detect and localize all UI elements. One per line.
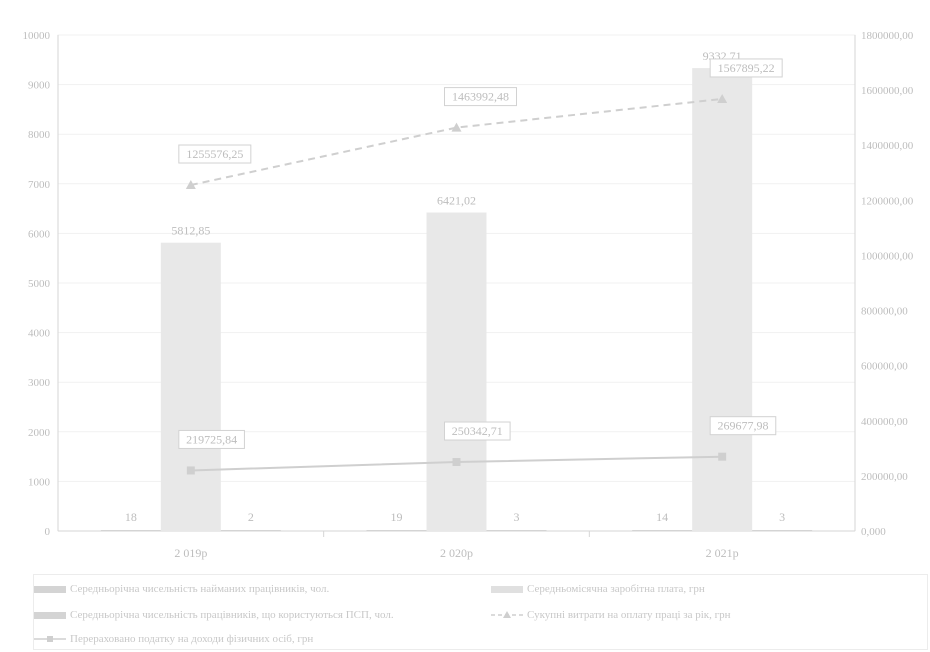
y-left-tick-label: 6000 [28,228,51,240]
bar [692,68,752,531]
bar [367,530,427,531]
y-right-tick-label: 400000,00 [861,416,908,428]
line-value-label: 1463992,48 [452,90,509,104]
line-point-triangle [452,123,462,132]
bar-value-label: 18 [125,510,137,524]
bar-value-label: 5812,85 [171,224,210,238]
bar [221,530,281,531]
x-tick-label: 2 021р [706,546,739,560]
legend-swatch-total-costs [491,610,523,620]
y-left-tick-label: 7000 [28,179,51,191]
y-right-tick-label: 0,000 [861,526,886,538]
y-left-tick-label: 9000 [28,80,51,92]
y-right-tick-label: 1800000,00 [861,30,914,42]
y-left-tick-label: 3000 [28,377,51,389]
legend-item-salary: Середньомісячна заробітна плата, грн [491,583,705,595]
legend-swatch-tax [34,634,66,644]
y-right-tick-label: 600000,00 [861,361,908,373]
legend-label-total-costs: Сукупні витрати на оплату праці за рік, … [527,609,731,621]
y-left-tick-label: 1000 [28,476,51,488]
bar [632,530,692,531]
y-right-tick-label: 800000,00 [861,306,908,318]
x-tick-label: 2 020р [440,546,473,560]
legend-swatch-psp [34,612,66,619]
bar [487,530,547,531]
bar [427,213,487,531]
legend-label-employees: Середньорічна чисельність найманих праці… [70,583,329,595]
y-left-tick-label: 4000 [28,328,51,340]
line-value-label: 1255576,25 [186,147,243,161]
bar-value-label: 19 [391,510,403,524]
line-point-square [453,458,461,466]
y-right-tick-label: 1200000,00 [861,195,914,207]
bar-value-label: 3 [779,510,785,524]
y-left-tick-label: 10000 [23,30,51,42]
bar-value-label: 3 [514,510,520,524]
bar [161,243,221,531]
y-right-tick-label: 1000000,00 [861,250,914,262]
y-left-tick-label: 2000 [28,427,51,439]
bar [101,530,161,531]
legend-swatch-salary [491,586,523,593]
x-tick-label: 2 019р [174,546,207,560]
legend-item-tax: Перераховано податку на доходи фізичних … [34,633,313,645]
y-right-tick-label: 200000,00 [861,471,908,483]
legend-item-psp: Середньорічна чисельність працівників, щ… [34,609,394,621]
line-value-label: 219725,84 [186,432,237,446]
legend-label-psp: Середньорічна чисельність працівників, щ… [70,609,394,621]
bar [752,530,812,531]
line-value-label: 1567895,22 [718,61,775,75]
y-left-tick-label: 5000 [28,278,51,290]
line-value-label: 250342,71 [452,424,503,438]
bar-value-label: 14 [656,510,668,524]
legend-swatch-employees [34,586,66,593]
y-left-tick-label: 0 [45,526,51,538]
y-right-tick-label: 1600000,00 [861,85,914,97]
legend-label-salary: Середньомісячна заробітна плата, грн [527,583,705,595]
bar-value-label: 6421,02 [437,194,476,208]
line-point-square [187,466,195,474]
legend-label-tax: Перераховано податку на доходи фізичних … [70,633,313,645]
y-right-tick-label: 1400000,00 [861,140,914,152]
line-point-square [718,453,726,461]
bar-value-label: 2 [248,510,254,524]
line-value-label: 269677,98 [717,419,768,433]
legend-item-total-costs: Сукупні витрати на оплату праці за рік, … [491,609,731,621]
legend: Середньорічна чисельність найманих праці… [33,574,928,650]
series-line [191,99,722,185]
y-left-tick-label: 8000 [28,129,51,141]
legend-item-employees: Середньорічна чисельність найманих праці… [34,583,329,595]
